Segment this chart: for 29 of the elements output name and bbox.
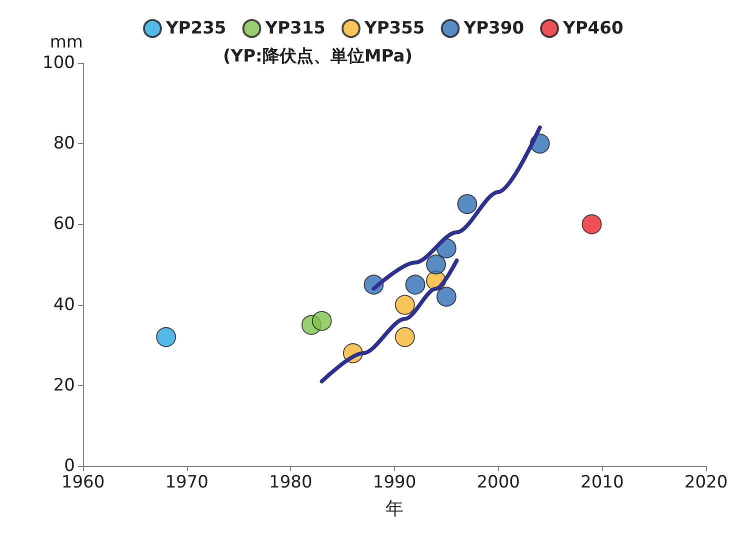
legend-label: YP235 (165, 18, 226, 38)
x-tick-label: 1970 (165, 472, 208, 492)
x-tick-label: 2000 (476, 472, 520, 492)
point (156, 327, 176, 348)
y-tick-label: 20 (53, 375, 75, 396)
legend-label: YP355 (364, 18, 425, 38)
x-tick-label: 1980 (269, 472, 312, 492)
legend-label: YP390 (462, 18, 524, 38)
y-axis-title: mm (50, 32, 83, 52)
x-tick-label: 1990 (372, 472, 416, 492)
point (394, 327, 415, 348)
y-tick-label: 40 (53, 294, 75, 315)
point (436, 286, 456, 307)
legend-label: YP315 (264, 18, 326, 38)
annotation: (YP:降伏点、単位MPa) (223, 46, 412, 66)
point (394, 294, 415, 315)
point (405, 274, 426, 295)
point (312, 310, 332, 331)
x-axis-title: 年 (386, 498, 404, 520)
legend-label: YP460 (562, 18, 624, 38)
y-tick-label: 60 (53, 214, 75, 234)
line-series (320, 258, 459, 384)
point (426, 254, 446, 274)
point (457, 194, 478, 214)
y-tick-label: 100 (42, 53, 75, 73)
x-tick-label: 2010 (580, 472, 624, 492)
point (582, 214, 602, 234)
y-tick-label: 80 (53, 134, 75, 154)
x-tick-label: 2020 (684, 472, 728, 492)
